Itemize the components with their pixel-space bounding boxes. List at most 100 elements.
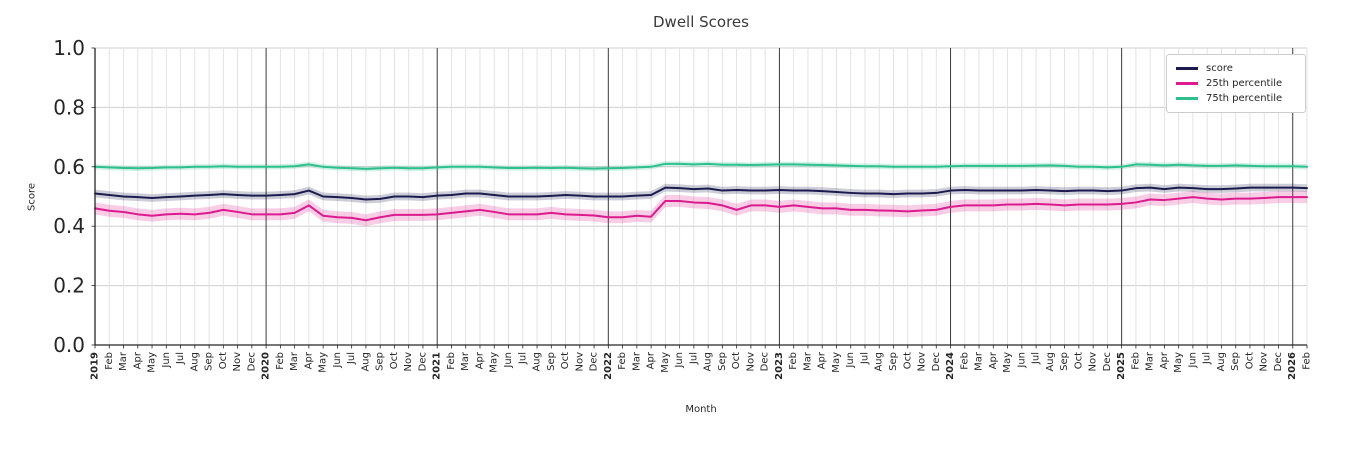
svg-text:Oct: Oct [902,352,913,369]
chart-title: Dwell Scores [653,13,749,31]
score-line-swatch [1176,67,1198,70]
svg-text:Dec: Dec [246,352,257,371]
svg-text:Apr: Apr [988,351,999,369]
svg-text:Mar: Mar [118,351,129,371]
svg-text:Aug: Aug [360,352,371,372]
svg-text:Mar: Mar [289,351,300,371]
svg-text:Jul: Jul [346,352,357,365]
svg-text:Oct: Oct [1073,352,1084,369]
svg-text:Mar: Mar [460,351,471,371]
svg-text:Aug: Aug [532,352,543,372]
svg-text:May: May [489,352,500,373]
svg-text:Jun: Jun [674,352,685,369]
svg-text:May: May [147,352,158,373]
svg-text:Sep: Sep [888,352,899,371]
y-axis-label: Score [26,182,38,212]
svg-text:Jun: Jun [845,352,856,369]
svg-text:Nov: Nov [403,352,414,372]
svg-text:Jul: Jul [688,352,699,365]
svg-text:Nov: Nov [745,352,756,372]
svg-text:2022: 2022 [603,352,614,380]
svg-text:Sep: Sep [1230,352,1241,371]
svg-text:2021: 2021 [432,352,443,380]
svg-text:Aug: Aug [1216,352,1227,372]
legend-label-score: score [1206,63,1233,74]
svg-text:1.0: 1.0 [53,36,85,60]
svg-text:Nov: Nov [917,352,928,372]
svg-text:May: May [1173,352,1184,373]
svg-text:Nov: Nov [1259,352,1270,372]
svg-text:Sep: Sep [546,352,557,371]
legend-row-score: score [1176,61,1296,76]
svg-text:Mar: Mar [1145,351,1156,371]
svg-text:Dec: Dec [1273,352,1284,371]
svg-text:Aug: Aug [874,352,885,372]
svg-text:May: May [1002,352,1013,373]
svg-text:Aug: Aug [703,352,714,372]
svg-text:May: May [318,352,329,373]
svg-text:2019: 2019 [90,352,101,380]
svg-text:Jul: Jul [1031,352,1042,365]
svg-text:Aug: Aug [189,352,200,372]
svg-text:Oct: Oct [560,352,571,369]
svg-text:Dec: Dec [589,352,600,371]
svg-text:Mar: Mar [802,351,813,371]
svg-text:Jun: Jun [1016,352,1027,369]
svg-text:Dec: Dec [931,352,942,371]
svg-text:Apr: Apr [817,351,828,369]
svg-text:Sep: Sep [1059,352,1070,371]
svg-text:2025: 2025 [1116,352,1127,380]
legend-label-75th-percentile: 75th percentile [1206,93,1283,104]
svg-text:Apr: Apr [303,351,314,369]
svg-text:Aug: Aug [1045,352,1056,372]
svg-text:0.0: 0.0 [53,333,85,357]
svg-text:0.2: 0.2 [53,274,85,298]
svg-text:Oct: Oct [731,352,742,369]
svg-text:Oct: Oct [218,352,229,369]
svg-text:Feb: Feb [275,352,286,370]
p75-line-swatch [1176,97,1198,100]
svg-text:Jun: Jun [503,352,514,369]
svg-text:Oct: Oct [1244,352,1255,369]
svg-text:Sep: Sep [375,352,386,371]
svg-text:Feb: Feb [104,352,115,370]
svg-text:Dec: Dec [760,352,771,371]
svg-text:May: May [831,352,842,373]
svg-text:May: May [660,352,671,373]
svg-text:2023: 2023 [774,352,785,380]
svg-text:Apr: Apr [1159,351,1170,369]
svg-text:Nov: Nov [574,352,585,372]
svg-text:Jul: Jul [859,352,870,365]
svg-text:Apr: Apr [646,351,657,369]
svg-text:Sep: Sep [204,352,215,371]
svg-text:Dec: Dec [417,352,428,371]
p25-line-swatch [1176,82,1198,85]
legend-label-25th-percentile: 25th percentile [1206,78,1283,89]
svg-text:2024: 2024 [945,352,956,380]
legend-row-75th-percentile: 75th percentile [1176,91,1296,106]
svg-text:Feb: Feb [1130,352,1141,370]
svg-text:Sep: Sep [717,352,728,371]
svg-text:0.6: 0.6 [53,155,85,179]
svg-text:Jul: Jul [517,352,528,365]
svg-text:Jun: Jun [332,352,343,369]
svg-text:Oct: Oct [389,352,400,369]
svg-text:Jul: Jul [175,352,186,365]
svg-text:Feb: Feb [788,352,799,370]
svg-text:Jun: Jun [161,352,172,369]
svg-text:Apr: Apr [474,351,485,369]
svg-text:2020: 2020 [261,352,272,380]
svg-text:Feb: Feb [617,352,628,370]
svg-text:Feb: Feb [1302,352,1313,370]
svg-text:Mar: Mar [974,351,985,371]
svg-text:Dec: Dec [1102,352,1113,371]
svg-text:Nov: Nov [232,352,243,372]
legend-row-25th-percentile: 25th percentile [1176,76,1296,91]
svg-text:2026: 2026 [1287,352,1298,380]
x-axis-label: Month [685,404,717,415]
svg-text:Feb: Feb [959,352,970,370]
svg-text:Jul: Jul [1202,352,1213,365]
svg-text:0.8: 0.8 [53,95,85,119]
